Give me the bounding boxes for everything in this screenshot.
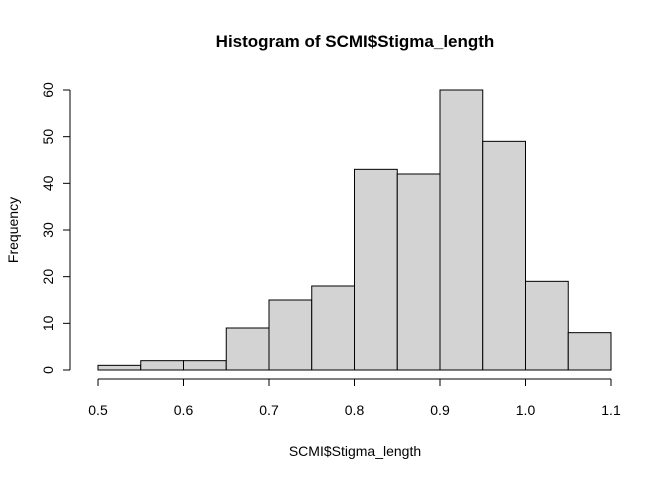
chart-title: Histogram of SCMI$Stigma_length (216, 32, 495, 51)
x-axis: 0.5 0.6 0.7 0.8 0.9 1.0 1.1 (88, 378, 621, 418)
y-axis: 0 10 20 30 40 50 60 (40, 82, 71, 374)
histogram-bar (183, 360, 227, 371)
x-axis-label: SCMI$Stigma_length (289, 443, 421, 459)
y-tick-label: 0 (40, 366, 56, 374)
histogram-bar (525, 280, 569, 371)
x-tick-label: 1.0 (516, 402, 536, 418)
y-tick-label: 30 (40, 222, 56, 238)
x-tick-label: 0.6 (174, 402, 194, 418)
y-axis-label: Frequency (5, 197, 21, 263)
y-tick-label: 10 (40, 315, 56, 331)
histogram-bar (396, 173, 441, 371)
y-tick-label: 50 (40, 129, 56, 145)
x-tick-label: 0.7 (259, 402, 279, 418)
x-tick-label: 1.1 (601, 402, 621, 418)
histogram-bar (140, 360, 184, 371)
x-tick-label: 0.9 (430, 402, 450, 418)
y-tick-label: 60 (40, 82, 56, 98)
y-tick-label: 40 (40, 175, 56, 191)
histogram-bar (311, 285, 355, 371)
histogram-bar (439, 89, 484, 371)
y-tick-label: 20 (40, 269, 56, 285)
histogram-bar (482, 140, 526, 371)
bars-group (97, 89, 612, 371)
x-tick-label: 0.5 (88, 402, 108, 418)
x-tick-label: 0.8 (345, 402, 365, 418)
histogram-bar (354, 168, 398, 371)
histogram-bar (225, 327, 270, 371)
histogram-bar (268, 299, 313, 371)
histogram-bar (97, 364, 142, 371)
histogram-bar (567, 332, 612, 371)
